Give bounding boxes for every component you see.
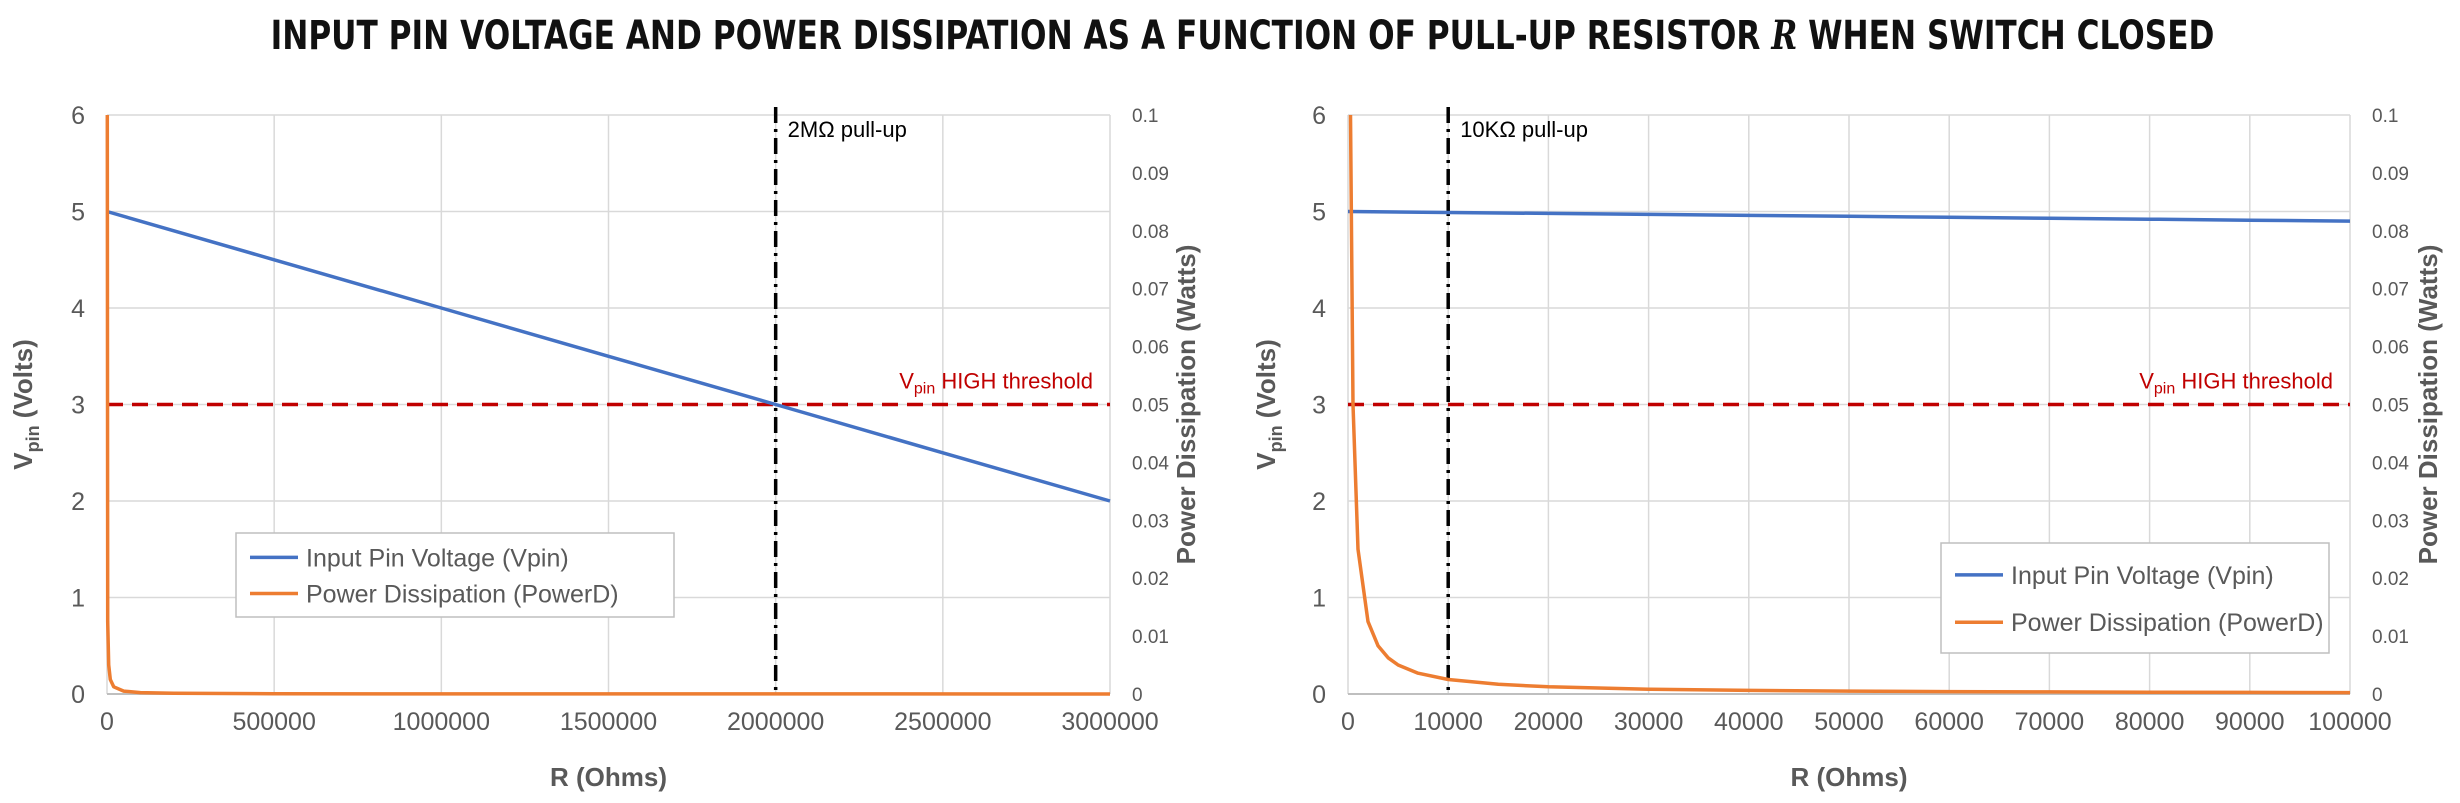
y2-tick-label: 0 [2372, 685, 2383, 706]
y2-axis-title: Power Dissipation (Watts) [1171, 245, 1201, 565]
threshold-label-main: V [899, 369, 914, 394]
y2-tick-label: 0.02 [2372, 569, 2409, 590]
x-tick-label: 30000 [1614, 708, 1684, 736]
pullup-label: 2MΩ pull-up [788, 117, 907, 142]
legend-box [1940, 542, 2330, 654]
x-tick-label: 60000 [1914, 708, 1984, 736]
y-axis-title: Vpin (Volts) [8, 339, 43, 470]
y-tick-label: 2 [1312, 488, 1326, 516]
y-tick-label: 6 [71, 102, 85, 130]
y2-tick-label: 0.1 [2372, 106, 2398, 127]
threshold-label-sub: pin [914, 381, 935, 398]
power-series-line [1348, 114, 2351, 695]
y2-tick-label: 0.01 [1132, 627, 1169, 648]
y-axis-title-main: V [8, 452, 38, 470]
x-tick-label: 3000000 [1061, 708, 1158, 736]
y-tick-label: 1 [1312, 585, 1326, 613]
title-prefix: INPUT PIN VOLTAGE AND POWER DISSIPATION … [270, 13, 1772, 59]
chart-2: 0 10000 20000 30000 40000 50000 60000 70000 8000… [1251, 102, 2443, 792]
y-tick-label: 5 [1312, 199, 1326, 227]
y-tick-label: 0 [1312, 681, 1326, 709]
y2-tick-label: 0.07 [2372, 280, 2409, 301]
legend-entry: Power Dissipation (PowerD) [306, 580, 619, 608]
y2-tick-label: 0.02 [1132, 569, 1169, 590]
y-tick-label: 3 [1312, 392, 1326, 420]
y-tick-label: 6 [1312, 102, 1326, 130]
y-axis-title-tail: (Volts) [1251, 339, 1281, 425]
y-tick-label: 2 [71, 488, 85, 516]
x-tick-label: 50000 [1814, 708, 1884, 736]
y-axis-title-sub: pin [1266, 425, 1286, 452]
y-tick-label: 1 [71, 585, 85, 613]
y2-tick-label: 0.08 [2372, 222, 2409, 243]
x-tick-label: 0 [100, 708, 114, 736]
threshold-label: Vpin HIGH threshold [2139, 369, 2333, 398]
x-tick-label: 80000 [2115, 708, 2185, 736]
threshold-label-tail: HIGH threshold [2175, 369, 2333, 394]
y2-tick-label: 0.08 [1132, 222, 1169, 243]
y2-tick-label: 0.04 [1132, 453, 1169, 474]
x-tick-label: 1500000 [560, 708, 657, 736]
chart-1: 0 500000 1000000 1500000 2000000 2500000 30000… [8, 102, 1201, 792]
y2-tick-label: 0.09 [2372, 164, 2409, 185]
y-tick-label: 0 [71, 681, 85, 709]
threshold-label-sub: pin [2154, 381, 2175, 398]
y-axis-title-main: V [1251, 452, 1281, 470]
y2-tick-label: 0.03 [2372, 511, 2409, 532]
y2-tick-label: 0.06 [2372, 338, 2409, 359]
legend-entry: Input Pin Voltage (Vpin) [306, 544, 569, 572]
y-axis-title-tail: (Volts) [8, 339, 38, 425]
title-suffix: WHEN SWITCH CLOSED [1797, 13, 2215, 59]
x-tick-label: 40000 [1714, 708, 1784, 736]
x-tick-label: 20000 [1514, 708, 1584, 736]
x-tick-label: 100000 [2308, 708, 2391, 736]
pullup-label: 10KΩ pull-up [1460, 117, 1588, 142]
title-symbol: R [1771, 12, 1798, 59]
x-tick-label: 0 [1341, 708, 1355, 736]
x-tick-label: 1000000 [393, 708, 490, 736]
legend-box [235, 532, 675, 618]
y-axis-title: Vpin (Volts) [1251, 339, 1286, 470]
threshold-label-main: V [2139, 369, 2154, 394]
y-tick-label: 4 [1312, 295, 1326, 323]
y2-tick-label: 0.09 [1132, 164, 1169, 185]
y2-tick-label: 0.05 [1132, 396, 1169, 417]
legend-entry: Power Dissipation (PowerD) [2011, 609, 2324, 637]
y2-tick-label: 0 [1132, 685, 1143, 706]
y2-tick-label: 0.03 [1132, 511, 1169, 532]
x-tick-label: 2500000 [894, 708, 991, 736]
y-axis-title-sub: pin [23, 425, 43, 452]
vpin-series-line [1347, 209, 2351, 223]
y2-tick-label: 0.1 [1132, 106, 1158, 127]
x-tick-label: 2000000 [727, 708, 824, 736]
y-tick-label: 4 [71, 295, 85, 323]
x-tick-label: 500000 [232, 708, 315, 736]
y2-tick-label: 0.07 [1132, 280, 1169, 301]
y2-tick-label: 0.06 [1132, 338, 1169, 359]
power-series-line [105, 114, 1111, 696]
y2-tick-label: 0.04 [2372, 453, 2409, 474]
x-tick-label: 90000 [2215, 708, 2285, 736]
y-tick-label: 3 [71, 392, 85, 420]
x-axis-title: R (Ohms) [1791, 762, 1908, 792]
x-tick-label: 10000 [1413, 708, 1483, 736]
threshold-label: Vpin HIGH threshold [899, 369, 1093, 398]
page-title: INPUT PIN VOLTAGE AND POWER DISSIPATION … [270, 6, 2215, 66]
vpin-series-line [106, 209, 1111, 503]
legend-entry: Input Pin Voltage (Vpin) [2011, 562, 2274, 590]
threshold-label-tail: HIGH threshold [935, 369, 1093, 394]
y2-tick-label: 0.05 [2372, 396, 2409, 417]
y2-tick-label: 0.01 [2372, 627, 2409, 648]
x-tick-label: 70000 [2015, 708, 2085, 736]
y2-axis-title: Power Dissipation (Watts) [2413, 245, 2443, 565]
y-tick-label: 5 [71, 199, 85, 227]
x-axis-title: R (Ohms) [550, 762, 667, 792]
